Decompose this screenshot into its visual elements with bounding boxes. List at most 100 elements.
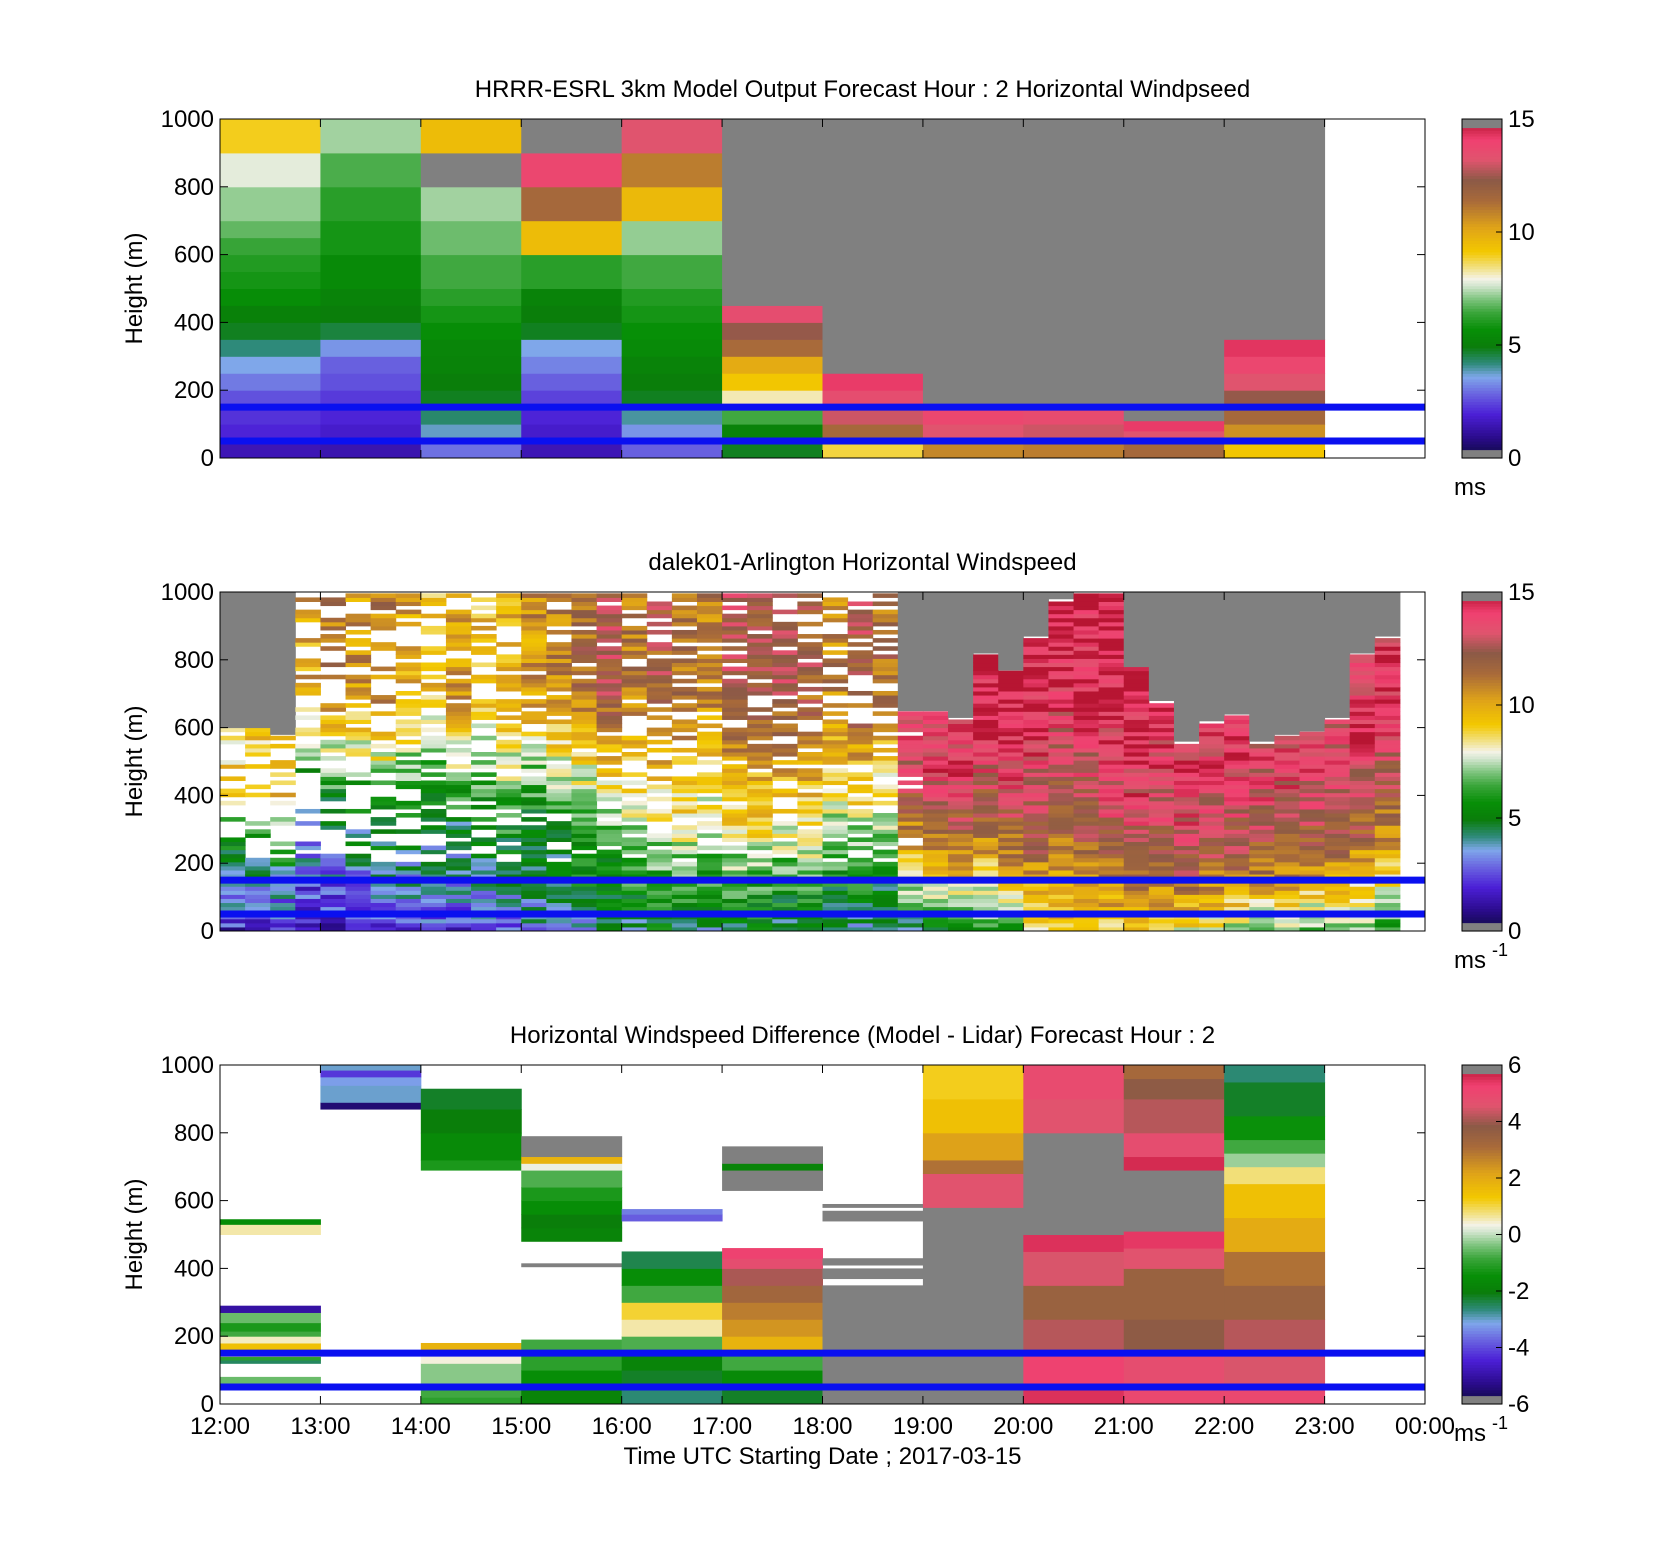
heatmap-cell <box>496 764 522 769</box>
heatmap-cell <box>1073 658 1100 664</box>
heatmap-cell <box>1098 678 1125 684</box>
colorbar-swatch <box>1462 721 1502 726</box>
heatmap-cell <box>1073 634 1100 639</box>
y-tick-label: 400 <box>174 1255 214 1282</box>
heatmap-cell <box>571 906 598 912</box>
heatmap-cell <box>671 784 698 790</box>
heatmap-cell <box>1123 1268 1225 1320</box>
heatmap-cell <box>345 874 372 879</box>
heatmap-cell <box>1349 670 1376 676</box>
heatmap-cell <box>1299 865 1326 871</box>
heatmap-cell <box>245 739 271 745</box>
heatmap-cell <box>1173 817 1200 822</box>
heatmap-cell <box>1123 894 1150 899</box>
heatmap-cell <box>872 813 899 818</box>
heatmap-cell <box>847 902 874 908</box>
heatmap-cell <box>772 849 798 855</box>
heatmap-cell <box>646 727 673 733</box>
heatmap-cell <box>948 882 974 887</box>
heatmap-cell <box>621 813 648 818</box>
heatmap-cell <box>1224 833 1250 838</box>
heatmap-cell <box>872 609 899 615</box>
heatmap-cell <box>1048 886 1075 891</box>
heatmap-cell <box>320 788 347 794</box>
heatmap-cell <box>1098 894 1125 899</box>
heatmap-cell <box>747 613 773 619</box>
heatmap-cell <box>772 808 798 814</box>
heatmap-cell <box>496 874 522 879</box>
heatmap-cell <box>973 780 999 786</box>
heatmap-cell <box>1123 1231 1225 1249</box>
heatmap-cell <box>420 926 447 932</box>
colorbar-tick-label: 5 <box>1508 332 1521 359</box>
heatmap-cell <box>948 849 974 855</box>
heatmap-cell <box>345 739 372 745</box>
heatmap-cell <box>897 845 924 851</box>
heatmap-cell <box>671 813 698 818</box>
heatmap-cell <box>1374 674 1401 680</box>
heatmap-cell <box>1349 592 1376 654</box>
colorbar-swatch <box>1462 1161 1502 1165</box>
heatmap-cell <box>722 821 748 826</box>
colorbar-swatch <box>1462 198 1502 202</box>
heatmap-cell <box>220 764 246 769</box>
heatmap-cell <box>696 731 723 737</box>
heatmap-cell <box>696 890 723 895</box>
heatmap-cell <box>471 804 497 810</box>
heatmap-cell <box>696 609 723 615</box>
heatmap-cell <box>1199 723 1225 729</box>
heatmap-cell <box>998 707 1024 712</box>
x-tick-label: 21:00 <box>1094 1413 1154 1440</box>
heatmap-cell <box>270 821 296 826</box>
heatmap-cell <box>671 808 698 814</box>
heatmap-cell <box>1148 874 1175 879</box>
heatmap-cell <box>922 407 1024 425</box>
heatmap-cell <box>1023 894 1049 899</box>
heatmap-cell <box>722 634 748 639</box>
colorbar-swatch <box>1462 195 1502 199</box>
colorbar-tick-label: 4 <box>1508 1109 1521 1136</box>
heatmap-cell <box>1048 772 1075 777</box>
colorbar-swatch <box>1462 1098 1502 1103</box>
heatmap-cell <box>1023 882 1049 887</box>
heatmap-cell <box>671 869 698 875</box>
heatmap-cell <box>1349 788 1376 794</box>
heatmap-cell <box>471 898 497 904</box>
heatmap-cell <box>596 613 623 619</box>
heatmap-cell <box>696 723 723 729</box>
colorbar-swatch <box>1462 834 1502 839</box>
heatmap-cell <box>521 650 547 655</box>
heatmap-cell <box>345 808 372 814</box>
heatmap-cell <box>1098 902 1125 908</box>
heatmap-cell <box>747 829 773 834</box>
heatmap-cell <box>546 821 572 826</box>
heatmap-cell <box>772 752 798 757</box>
colorbar-swatch <box>1462 1282 1502 1286</box>
heatmap-cell <box>571 780 598 786</box>
heatmap-cell <box>1073 727 1100 733</box>
colorbar-swatch <box>1462 648 1502 652</box>
heatmap-cell <box>922 731 949 737</box>
colorbar-swatch <box>1462 1310 1502 1315</box>
heatmap-cell <box>1023 662 1049 668</box>
heatmap-cell <box>571 857 598 863</box>
heatmap-cell <box>822 918 849 924</box>
heatmap-cell <box>1123 743 1150 749</box>
heatmap-cell <box>747 833 773 838</box>
heatmap-cell <box>722 743 748 749</box>
heatmap-cell <box>521 674 547 680</box>
colorbar-swatch <box>1462 155 1502 160</box>
heatmap-cell <box>772 926 798 932</box>
x-tick-label: 19:00 <box>893 1413 953 1440</box>
heatmap-cell <box>395 902 422 908</box>
heatmap-cell <box>571 678 598 684</box>
heatmap-cell <box>1249 821 1275 826</box>
heatmap-cell <box>948 788 974 794</box>
heatmap-cell <box>1324 857 1351 863</box>
heatmap-cell <box>345 890 372 895</box>
heatmap-cell <box>797 707 823 712</box>
colorbar-swatch <box>1462 1350 1502 1354</box>
colorbar-swatch <box>1462 328 1502 332</box>
heatmap-cell <box>1249 825 1275 830</box>
heatmap-cell <box>973 707 999 712</box>
